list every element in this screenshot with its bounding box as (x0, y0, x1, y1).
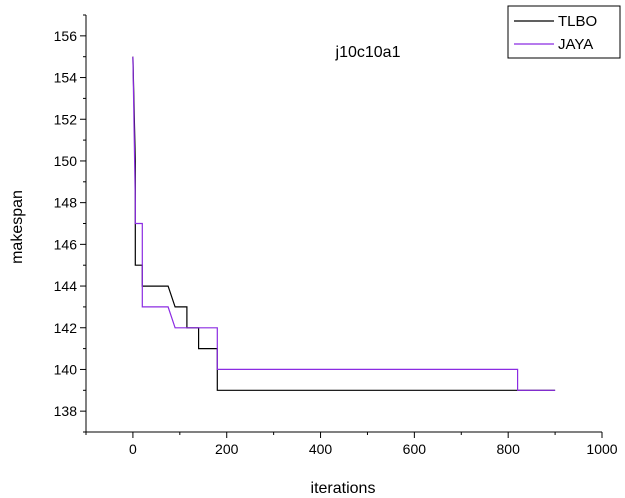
y-tick-label: 150 (54, 153, 78, 169)
legend: TLBO JAYA (507, 5, 621, 59)
y-tick-label: 144 (54, 278, 78, 294)
chart-title: j10c10a1 (335, 44, 401, 61)
legend-label-tlbo: TLBO (558, 13, 597, 30)
x-tick-label: 800 (497, 441, 521, 457)
x-tick-label: 600 (403, 441, 427, 457)
y-tick-label: 156 (54, 28, 78, 44)
y-tick-label: 140 (54, 361, 78, 377)
y-tick-label: 152 (54, 111, 78, 127)
x-tick-label: 400 (309, 441, 333, 457)
plot-area (132, 56, 556, 391)
series-line-tlbo (132, 56, 556, 391)
legend-label-jaya: JAYA (558, 36, 593, 53)
x-axis: 0 200 400 600 800 1000 (85, 431, 618, 457)
x-tick-label: 200 (215, 441, 239, 457)
x-axis-title: iterations (311, 480, 376, 497)
x-tick-label: 0 (129, 441, 137, 457)
y-tick-label: 148 (54, 195, 78, 211)
y-tick-label: 138 (54, 403, 78, 419)
y-axis: 138 140 142 144 146 148 150 152 154 156 (54, 14, 87, 433)
legend-box (507, 5, 621, 59)
y-tick-label: 146 (54, 236, 78, 252)
x-tick-label: 1000 (586, 441, 617, 457)
y-tick-label: 154 (54, 70, 78, 86)
y-tick-label: 142 (54, 320, 78, 336)
series-line-jaya (132, 56, 556, 391)
y-axis-title: makespan (9, 190, 26, 264)
